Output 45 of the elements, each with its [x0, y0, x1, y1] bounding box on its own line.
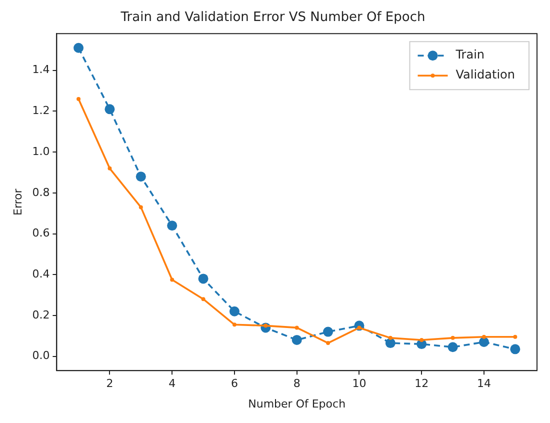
point [229, 306, 240, 316]
x-tick-label: 2 [106, 377, 114, 390]
y-tick-label: 0.8 [32, 186, 50, 199]
point [232, 322, 236, 327]
point [385, 338, 396, 348]
y-tick-label: 0.4 [32, 267, 50, 280]
point [76, 96, 81, 101]
y-tick-label: 0.2 [32, 308, 50, 322]
point [170, 278, 174, 282]
y-tick-label: 1.4 [32, 63, 50, 76]
point [448, 342, 458, 352]
point [513, 334, 518, 339]
legend-label: Validation [456, 68, 516, 82]
point [292, 334, 302, 345]
x-axis-title: Number Of Epoch [248, 397, 346, 410]
point [198, 274, 208, 284]
y-tick-label: 0.6 [32, 226, 50, 240]
x-tick-label: 8 [293, 377, 300, 390]
point [478, 337, 489, 348]
point [510, 344, 520, 354]
point [323, 326, 334, 337]
point [388, 336, 392, 340]
point [294, 326, 299, 330]
point [420, 338, 424, 342]
x-tick-label: 12 [414, 377, 429, 390]
chart-title: Train and Validation Error VS Number Of Epoch [120, 10, 426, 26]
point [326, 341, 330, 346]
point [74, 42, 84, 53]
point [201, 297, 206, 302]
y-tick-label: 1.0 [32, 144, 50, 158]
point [104, 104, 115, 114]
y-tick-label: 1.2 [32, 104, 50, 118]
x-tick-label: 6 [230, 377, 238, 390]
point [167, 220, 178, 231]
point [138, 205, 143, 210]
point [482, 334, 486, 339]
point [108, 166, 112, 170]
y-axis-title: Error [11, 188, 24, 216]
y-tick-label: 0.0 [32, 349, 50, 362]
x-tick-label: 10 [352, 377, 366, 390]
legend-label: Train [454, 48, 485, 62]
x-tick-label: 14 [476, 377, 491, 390]
x-tick-label: 4 [168, 377, 176, 390]
point [450, 336, 455, 340]
point [136, 172, 146, 182]
